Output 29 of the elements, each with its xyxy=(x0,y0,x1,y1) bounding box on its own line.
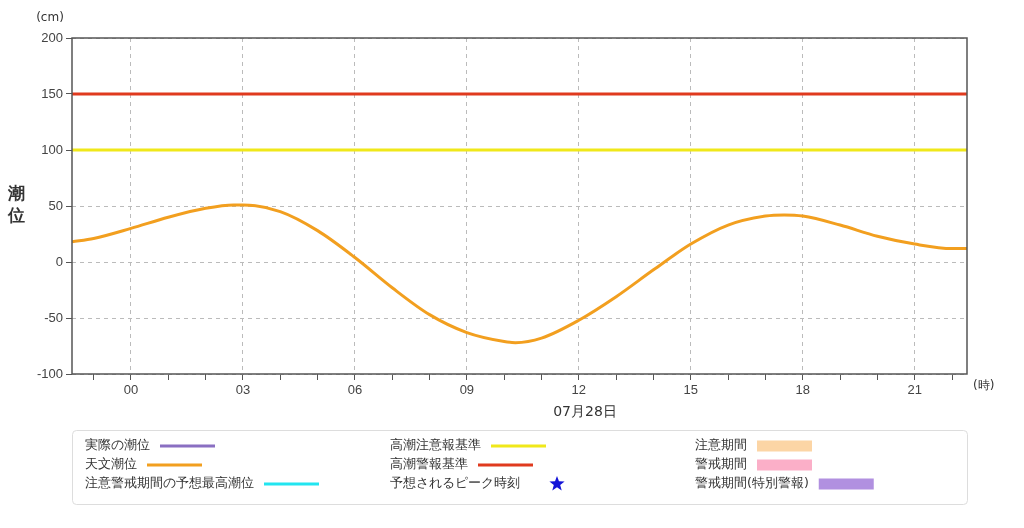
y-tick-label: 200 xyxy=(41,29,63,45)
y-tick-label: 150 xyxy=(41,85,63,101)
legend-label: 実際の潮位 xyxy=(85,437,150,453)
text: (cm) xyxy=(36,10,64,25)
x-tick-label: 09 xyxy=(459,382,475,398)
x-tick-label: 00 xyxy=(123,382,139,398)
legend-label: 警戒期間 xyxy=(695,456,747,472)
legend-label: 予想されるピーク時刻 xyxy=(390,475,520,491)
y-tick-label: -100 xyxy=(36,365,63,381)
x-tick-label: 12 xyxy=(571,382,587,398)
y-tick-label: -50 xyxy=(44,309,63,325)
x-tick-label: 06 xyxy=(347,382,363,398)
legend-label: 注意期間 xyxy=(695,437,747,453)
text: 07月28日 xyxy=(553,402,617,419)
y-axis-title: 潮位 xyxy=(6,183,25,226)
x-tick-label: 03 xyxy=(235,382,251,398)
x-tick-label: 18 xyxy=(795,382,811,398)
x-tick-label: 21 xyxy=(907,382,922,398)
legend-label: 天文潮位 xyxy=(85,456,137,472)
x-axis-title: (時) xyxy=(973,378,995,393)
y-tick-label: 100 xyxy=(41,141,63,157)
legend-label: 注意警戒期間の予想最高潮位 xyxy=(85,475,254,491)
x-tick-label: 15 xyxy=(683,382,699,398)
legend-label: 高潮警報基準 xyxy=(390,456,468,472)
legend-label: 警戒期間(特別警報) xyxy=(695,475,809,491)
legend-label: 高潮注意報基準 xyxy=(390,437,481,453)
line-series xyxy=(72,203,967,345)
y-tick-label: 0 xyxy=(55,253,63,269)
y-tick-label: 50 xyxy=(48,197,63,213)
